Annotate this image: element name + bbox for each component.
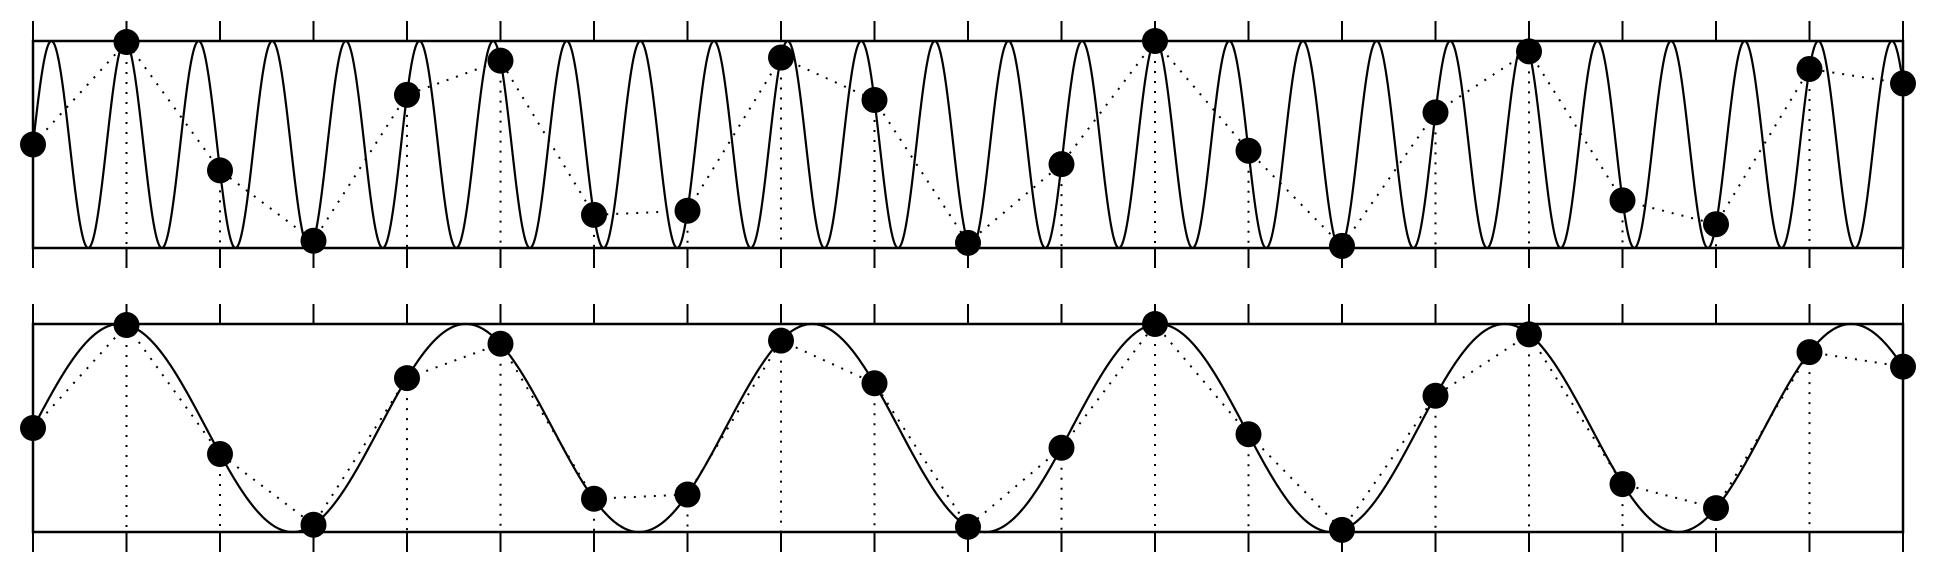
sample-line: [32, 322, 1904, 532]
sample-point: [955, 229, 981, 256]
sample-point: [1048, 434, 1075, 461]
sample-point: [487, 47, 514, 74]
sample-point: [487, 330, 514, 357]
sample-point: [1890, 70, 1916, 97]
sample-point: [1796, 55, 1823, 82]
sample-point: [1235, 137, 1262, 164]
sample-point: [1422, 99, 1449, 126]
sample-point: [1142, 311, 1168, 337]
plot-frame: [31, 39, 1905, 250]
sample-point: [1609, 471, 1636, 498]
sample-point: [1703, 495, 1729, 522]
sample-point: [1516, 38, 1542, 65]
sample-point: [1422, 382, 1449, 409]
sample-point: [300, 511, 327, 538]
sample-point: [207, 441, 233, 467]
sample-point: [20, 415, 46, 441]
sample-line: [32, 39, 1904, 248]
sample-point: [1048, 151, 1075, 178]
sample-point: [1329, 516, 1355, 543]
sample-point: [861, 86, 888, 113]
sample-point: [1703, 211, 1729, 238]
sample-point: [1890, 353, 1916, 380]
sample-point: [1235, 421, 1262, 448]
sample-point: [113, 312, 140, 339]
plot-frame: [31, 322, 1905, 534]
sample-point: [768, 44, 794, 71]
sample-point: [581, 201, 607, 228]
sample-point: [1329, 232, 1355, 259]
sample-point: [674, 481, 701, 508]
sample-point: [1142, 28, 1168, 54]
continuous-wave: [32, 322, 1904, 534]
sample-point: [300, 227, 327, 254]
sample-point: [674, 197, 701, 224]
sample-point: [861, 370, 888, 397]
sample-point: [1796, 339, 1823, 366]
sample-point: [1609, 187, 1636, 214]
continuous-wave: [31, 39, 1905, 250]
sample-point: [20, 131, 46, 158]
sample-point: [207, 157, 233, 184]
sample-point: [113, 29, 140, 56]
sample-point: [768, 327, 794, 354]
sample-point: [394, 81, 420, 108]
sample-point: [1516, 321, 1542, 348]
sample-point: [394, 365, 420, 392]
sample-point: [581, 485, 607, 512]
sample-point: [955, 513, 981, 540]
